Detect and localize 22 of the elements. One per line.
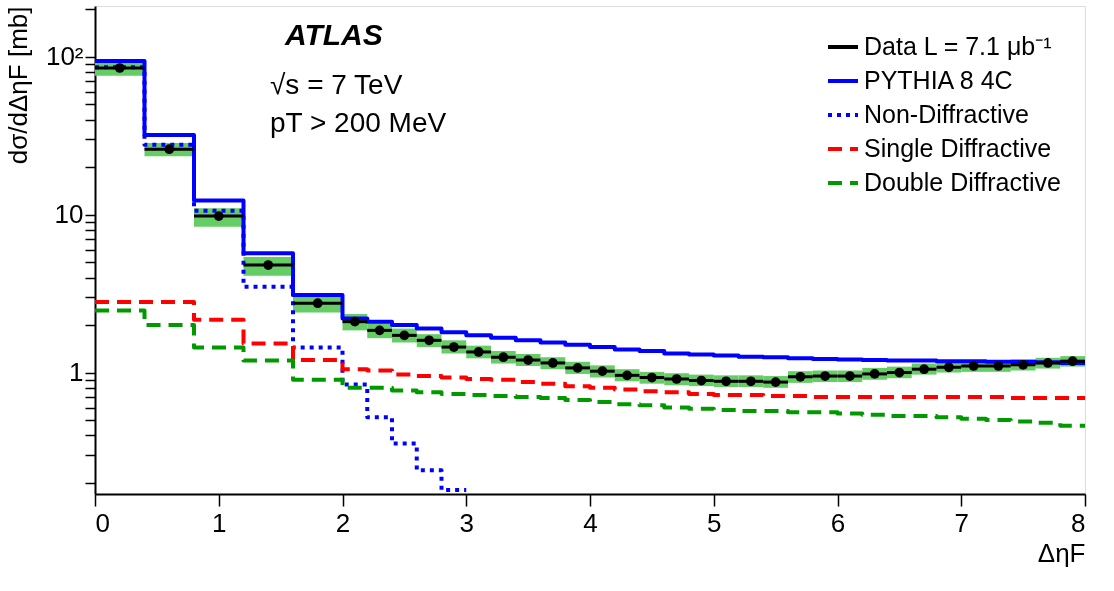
y-tick-label: 10² — [45, 41, 84, 72]
annotation: pT > 200 MeV — [270, 107, 447, 138]
annotation: √s = 7 TeV — [270, 69, 403, 100]
legend-label: Non-Diffractive — [864, 100, 1029, 128]
legend-label: Single Diffractive — [864, 134, 1052, 162]
x-tick-label: 7 — [954, 507, 969, 538]
x-tick-label: 3 — [459, 507, 474, 538]
x-tick-label: 0 — [95, 507, 110, 538]
x-axis-title: ΔηF — [1037, 537, 1086, 568]
x-tick-label: 6 — [830, 507, 846, 538]
legend-label: PYTHIA 8 4C — [864, 66, 1013, 94]
y-tick-label: 10 — [54, 199, 84, 230]
y-axis-title: dσ/dΔηF [mb] — [2, 6, 33, 165]
x-tick-label: 5 — [707, 507, 722, 538]
annotation: ATLAS — [284, 18, 383, 51]
y-tick-label: 1 — [69, 357, 84, 388]
x-tick-label: 4 — [583, 507, 598, 538]
legend-label: Data L = 7.1 μb⁻¹ — [864, 32, 1052, 60]
legend-label: Double Diffractive — [864, 168, 1061, 196]
x-tick-label: 2 — [335, 507, 351, 538]
x-tick-label: 1 — [212, 507, 227, 538]
x-tick-label: 8 — [1071, 507, 1086, 538]
